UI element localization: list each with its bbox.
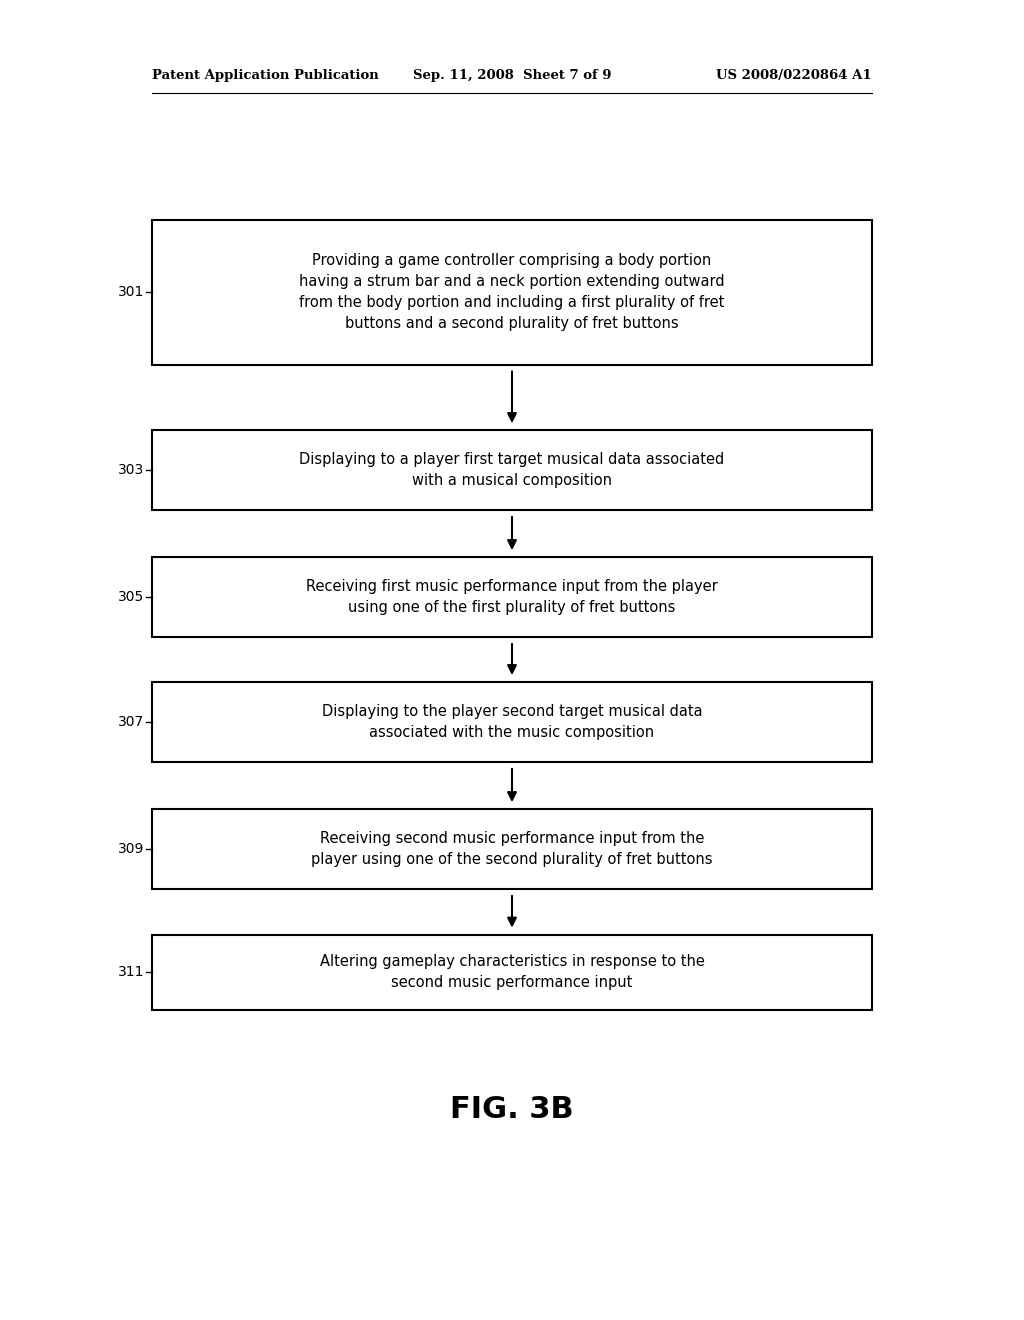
Text: FIG. 3B: FIG. 3B: [451, 1096, 573, 1125]
Bar: [152, 935, 872, 1010]
Text: 309: 309: [118, 842, 144, 855]
Text: 311: 311: [118, 965, 144, 979]
Text: Altering gameplay characteristics in response to the
second music performance in: Altering gameplay characteristics in res…: [319, 954, 705, 990]
Text: 303: 303: [118, 463, 144, 477]
Text: Sep. 11, 2008  Sheet 7 of 9: Sep. 11, 2008 Sheet 7 of 9: [413, 69, 611, 82]
Text: Receiving first music performance input from the player
using one of the first p: Receiving first music performance input …: [306, 579, 718, 615]
Bar: [152, 430, 872, 510]
Text: 305: 305: [118, 590, 144, 605]
Text: US 2008/0220864 A1: US 2008/0220864 A1: [717, 69, 872, 82]
Text: Patent Application Publication: Patent Application Publication: [152, 69, 379, 82]
Bar: [152, 219, 872, 364]
Text: Providing a game controller comprising a body portion
having a strum bar and a n: Providing a game controller comprising a…: [299, 253, 725, 331]
Bar: [152, 809, 872, 888]
Text: Receiving second music performance input from the
player using one of the second: Receiving second music performance input…: [311, 832, 713, 867]
Text: 301: 301: [118, 285, 144, 300]
Text: Displaying to a player first target musical data associated
with a musical compo: Displaying to a player first target musi…: [299, 451, 725, 488]
Bar: [152, 682, 872, 762]
Text: Displaying to the player second target musical data
associated with the music co: Displaying to the player second target m…: [322, 704, 702, 741]
Bar: [152, 557, 872, 638]
Text: 307: 307: [118, 715, 144, 729]
